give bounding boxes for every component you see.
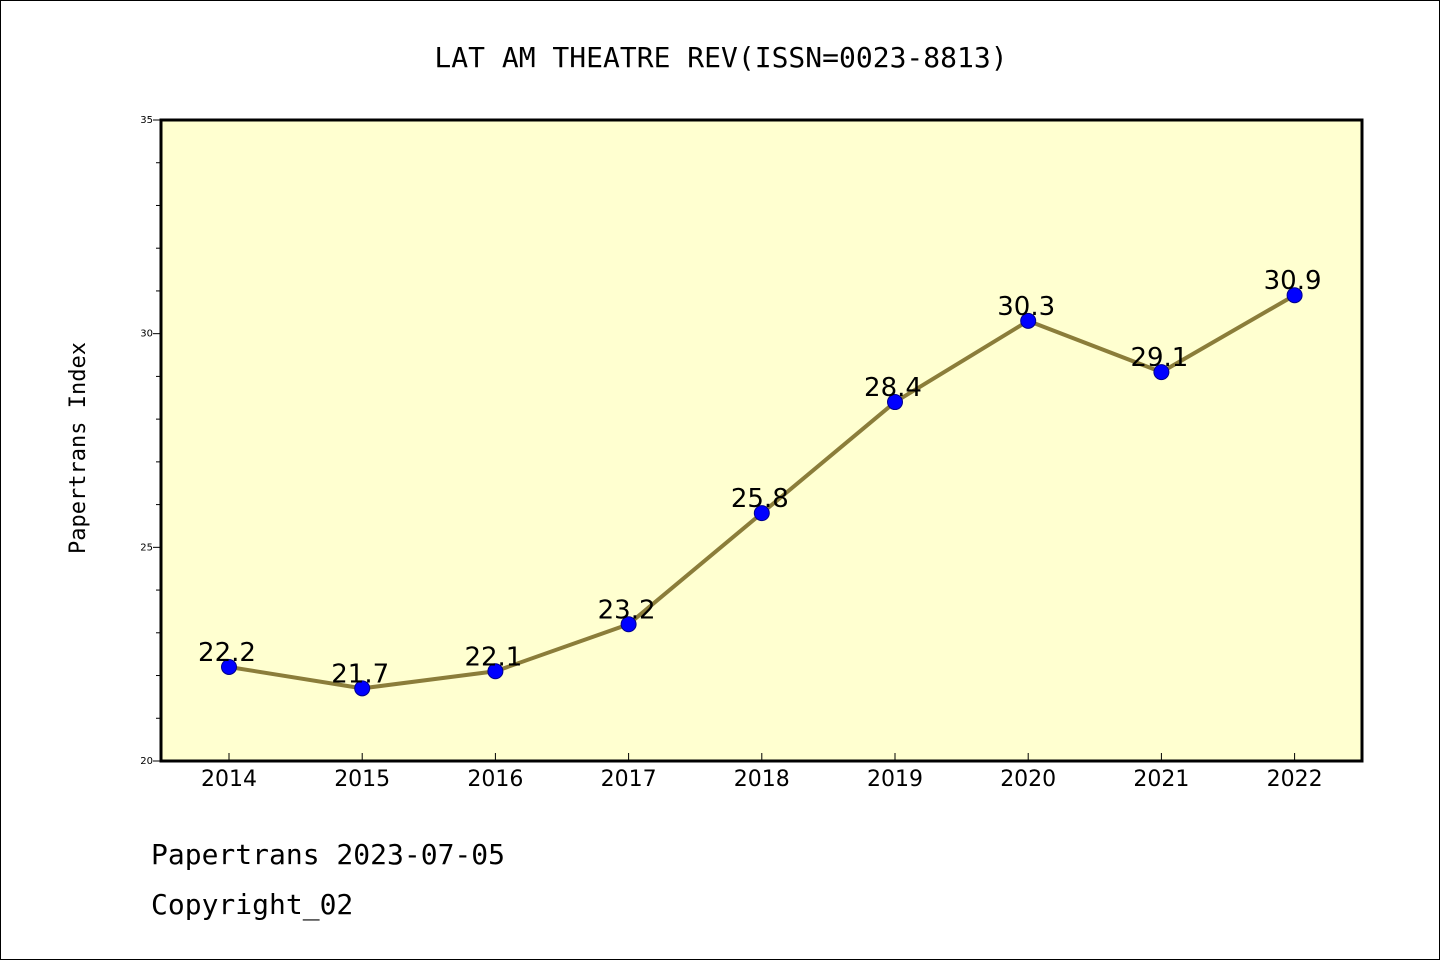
series-group: 22.2 21.7 22.1 23.2 25.8 28.4 30.3 29.1 30.9 — [198, 266, 1322, 697]
data-point-marker — [1286, 287, 1303, 304]
data-value-label: 29.1 — [1130, 343, 1188, 373]
data-value-label: 28.4 — [864, 373, 922, 403]
data-value-label: 25.8 — [731, 484, 789, 514]
data-value-label: 30.3 — [997, 292, 1055, 322]
y-tick-label: 25 — [140, 542, 153, 553]
x-tick-label: 2014 — [201, 767, 257, 792]
data-value-label: 23.2 — [598, 595, 656, 625]
x-tick-label: 2017 — [601, 767, 657, 792]
y-axis: 20 25 30 35 — [140, 115, 161, 767]
x-tick-label: 2016 — [467, 767, 523, 792]
x-axis: 2014 2015 2016 2017 2018 2019 2020 2021 2022 — [201, 753, 1323, 792]
data-value-label: 30.9 — [1264, 266, 1322, 296]
y-tick-label: 35 — [140, 115, 153, 126]
x-tick-label: 2022 — [1267, 767, 1323, 792]
y-tick-label: 20 — [140, 756, 153, 767]
data-point-marker — [221, 658, 237, 675]
plot-area — [159, 118, 1364, 763]
footer-date-text: Papertrans 2023-07-05 — [151, 838, 505, 871]
data-point-marker — [753, 505, 770, 522]
y-tick-label: 30 — [140, 329, 153, 340]
data-value-label: 21.7 — [331, 659, 389, 689]
data-point-marker — [1153, 364, 1170, 381]
data-value-label: 22.1 — [464, 642, 522, 672]
data-value-label: 22.2 — [198, 638, 256, 668]
x-tick-label: 2015 — [334, 767, 390, 792]
data-point-marker — [620, 616, 637, 633]
x-tick-label: 2019 — [867, 767, 923, 792]
data-point-marker — [354, 680, 371, 697]
data-point-marker — [887, 394, 903, 411]
x-tick-label: 2018 — [734, 767, 790, 792]
x-tick-label: 2020 — [1000, 767, 1056, 792]
y-axis-label: Papertrans Index — [66, 342, 91, 554]
data-point-marker — [487, 663, 504, 680]
x-tick-label: 2021 — [1133, 767, 1189, 792]
chart-title: LAT AM THEATRE REV(ISSN=0023-8813) — [434, 41, 1007, 74]
data-point-marker — [1020, 312, 1037, 329]
footer-copyright-text: Copyright_02 — [151, 888, 353, 922]
